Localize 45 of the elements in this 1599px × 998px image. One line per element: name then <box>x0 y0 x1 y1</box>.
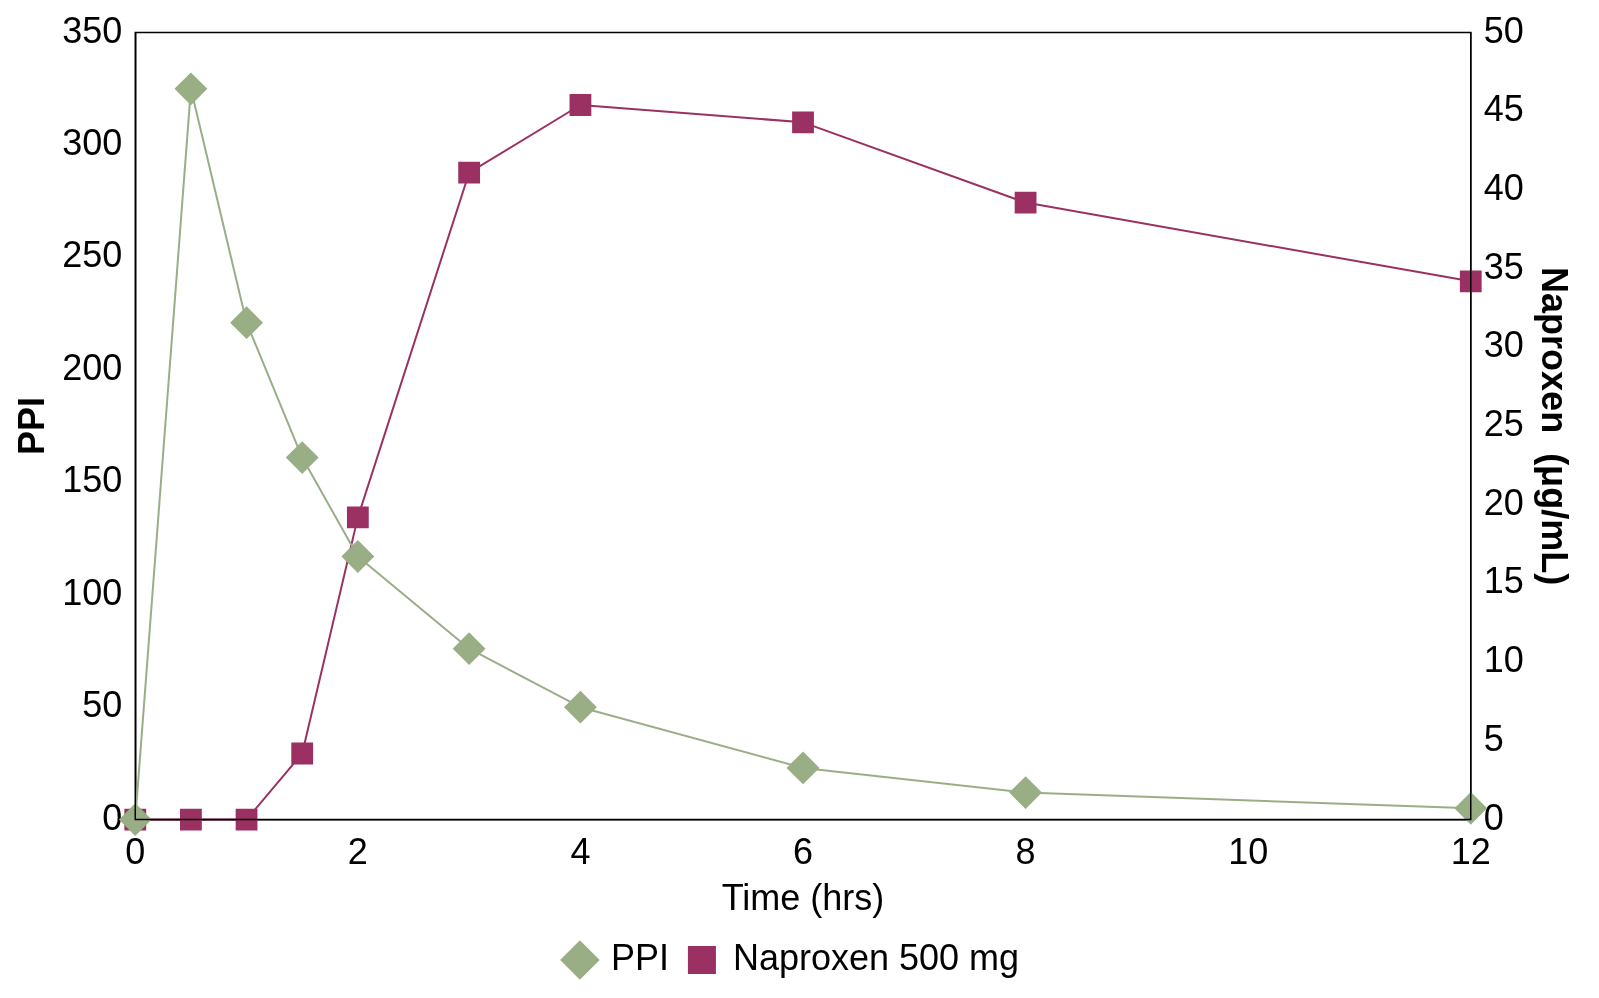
y-tick-label: 50 <box>82 684 123 726</box>
y-tick-label: 200 <box>62 346 123 388</box>
x-axis-title: Time (hrs) <box>721 877 885 919</box>
point <box>286 441 319 474</box>
point <box>180 808 202 831</box>
point <box>569 94 592 116</box>
y-tick-label: 300 <box>62 121 123 163</box>
point <box>341 540 374 573</box>
point <box>174 72 207 105</box>
y-tick-label: 250 <box>62 234 123 276</box>
point <box>564 691 597 724</box>
y2-tick-label: 10 <box>1483 639 1524 681</box>
y-axis-title: PPI <box>10 397 52 456</box>
point <box>787 751 820 784</box>
point <box>1009 776 1042 809</box>
point <box>458 161 481 184</box>
point <box>792 111 814 134</box>
y-tick-label: 350 <box>62 9 123 51</box>
y2-tick-label: 20 <box>1483 481 1524 523</box>
y2-tick-label: 40 <box>1483 166 1524 208</box>
legend-label: Naproxen 500 mg <box>732 936 1020 978</box>
y2-tick-label: 50 <box>1483 9 1524 51</box>
x-tick-label: 6 <box>793 831 814 873</box>
y2-axis-title: Naproxen (μg/mL) <box>1534 267 1576 586</box>
y-tick-label: 100 <box>62 571 123 613</box>
y2-tick-label: 35 <box>1483 245 1524 287</box>
x-tick-label: 10 <box>1228 831 1269 873</box>
point <box>291 742 314 765</box>
x-tick-label: 4 <box>570 831 591 873</box>
y2-tick-label: 45 <box>1483 88 1524 130</box>
y2-tick-label: 5 <box>1483 717 1504 759</box>
y2-tick-label: 15 <box>1483 560 1524 602</box>
x-tick-label: 2 <box>347 831 368 873</box>
point <box>1459 270 1482 293</box>
y-tick-label: 150 <box>62 459 123 501</box>
y-tick-label: 0 <box>102 796 123 838</box>
x-tick-label: 8 <box>1015 831 1036 873</box>
point <box>1014 191 1037 214</box>
point <box>230 306 263 339</box>
y2-tick-label: 25 <box>1483 403 1524 445</box>
point <box>346 506 369 529</box>
y2-tick-label: 30 <box>1483 324 1524 366</box>
point <box>453 632 486 665</box>
legend-label: PPI <box>610 936 669 978</box>
point <box>1454 792 1487 825</box>
